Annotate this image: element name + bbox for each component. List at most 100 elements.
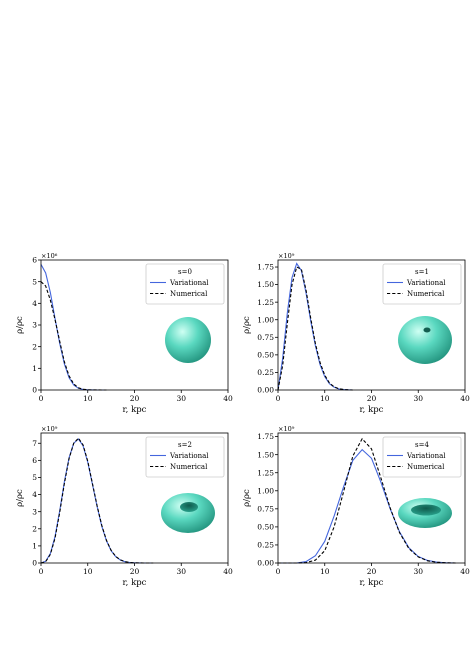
legend: s=4 Variational Numerical [382,436,462,478]
y-tick-label: 1.75 [257,263,274,272]
x-tick-label: 20 [367,394,377,403]
legend-box [145,263,225,305]
y-tick-label: 0.50 [257,350,274,359]
legend-box [382,263,462,305]
y-tick-label: 1.50 [257,280,274,289]
y-tick-label: 1.25 [257,468,274,477]
x-tick-label: 40 [460,394,470,403]
y-tick-label: 1.25 [257,298,274,307]
legend-box [145,436,225,478]
torus-thick-icon [161,493,215,533]
y-tick-label: 0.50 [257,522,274,531]
legend-title: s=1 [415,268,429,276]
legend: s=1 Variational Numerical [382,263,462,305]
y-tick-label: 6 [32,456,37,465]
legend-entry: Variational [406,279,446,287]
torus-hole [180,502,198,512]
legend-title: s=4 [415,441,429,449]
y-tick-label: 0.75 [257,504,274,513]
scale-label: ×10⁹ [41,425,58,433]
y-tick-label: 0 [32,386,37,395]
y-tick-label: 5 [32,473,37,482]
sphere-body [398,316,452,364]
chart-panel-s1: ×10⁹ 0 10 20 30 40 0.00 0.25 0.50 0.75 1.00 1.25 1.5… [242,252,470,415]
series-line-variational [40,264,107,391]
plot-frame [277,432,466,564]
x-tick-label: 40 [223,394,233,403]
y-tick-label: 4 [32,299,37,308]
y-tick-label: 2 [32,524,37,533]
legend: s=0 Variational Numerical [145,263,225,305]
y-axis-label: ρ/ρc [242,489,252,507]
y-tick-label: 1.75 [257,432,274,441]
legend-title: s=0 [178,268,192,276]
legend: s=2 Variational Numerical [145,436,225,478]
torus-hole [411,504,441,516]
sphere-icon [165,317,211,363]
x-tick-label: 20 [130,394,140,403]
series-line-variational [40,438,154,564]
x-tick-label: 30 [413,394,423,403]
y-tick-label: 0.00 [257,386,274,395]
x-tick-label: 0 [276,394,281,403]
x-tick-label: 10 [320,567,330,576]
x-tick-label: 40 [460,567,470,576]
series-line-variational [277,262,353,391]
x-tick-label: 20 [367,567,377,576]
chart-panel-s4: ×10⁹ 0 10 20 30 40 0.00 0.25 0.50 0.75 1.00 1.25 1.5… [242,425,470,588]
x-tick-label: 0 [39,394,44,403]
series-line-numerical [277,266,353,391]
x-tick-label: 0 [276,567,281,576]
legend-entry: Numerical [170,463,208,471]
y-tick-label: 7 [32,439,37,448]
sphere-body [165,317,211,363]
x-tick-label: 10 [83,567,93,576]
legend-entry: Variational [169,452,209,460]
y-tick-label: 1.00 [257,315,274,324]
y-axis-label: ρ/ρc [15,316,25,334]
legend-title: s=2 [178,441,192,449]
x-tick-label: 30 [176,567,186,576]
dimple [423,327,431,333]
legend-entry: Variational [169,279,209,287]
y-tick-label: 1 [32,541,37,550]
y-tick-label: 1 [32,364,37,373]
y-tick-label: 0.75 [257,333,274,342]
x-tick-label: 20 [130,567,140,576]
plot-frame [40,432,229,564]
y-tick-label: 1.00 [257,486,274,495]
legend-entry: Numerical [407,290,445,298]
torus-thin-icon [398,498,452,528]
series-line-numerical [278,437,456,564]
x-tick-label: 30 [413,567,423,576]
y-tick-label: 4 [32,490,37,499]
y-tick-label: 3 [32,507,37,516]
plot-frame [277,259,466,391]
y-tick-label: 0.00 [257,559,274,568]
y-tick-label: 2 [32,342,37,351]
legend-box [382,436,462,478]
chart-panel-s2: ×10⁹ 0 10 20 30 40 0 1 2 3 4 5 6 7 r, kpc ρ/ρc s=2 Variat… [15,425,233,588]
y-tick-label: 1.50 [257,450,274,459]
x-tick-label: 10 [320,394,330,403]
scale-label: ×10⁶ [41,252,58,260]
scale-label: ×10⁹ [278,425,295,433]
x-tick-label: 0 [39,567,44,576]
y-tick-label: 0.25 [257,368,274,377]
y-axis-label: ρ/ρc [242,316,252,334]
chart-panel-s0: ×10⁶ 0 10 20 30 40 0 1 2 3 4 5 6 r, kpc ρ/ρc s=0 Variati… [15,252,233,415]
scale-label: ×10⁹ [278,252,295,260]
sphere-dimple-icon [398,316,452,364]
y-tick-label: 0.25 [257,541,274,550]
series-line-numerical [40,437,154,564]
plot-frame [40,259,229,391]
y-axis-label: ρ/ρc [15,489,25,507]
x-tick-label: 10 [83,394,93,403]
x-axis-label: r, kpc [360,578,384,588]
x-tick-label: 40 [223,567,233,576]
torus-body [161,493,215,533]
x-axis-label: r, kpc [360,405,384,415]
y-tick-label: 5 [32,277,37,286]
legend-entry: Numerical [407,463,445,471]
